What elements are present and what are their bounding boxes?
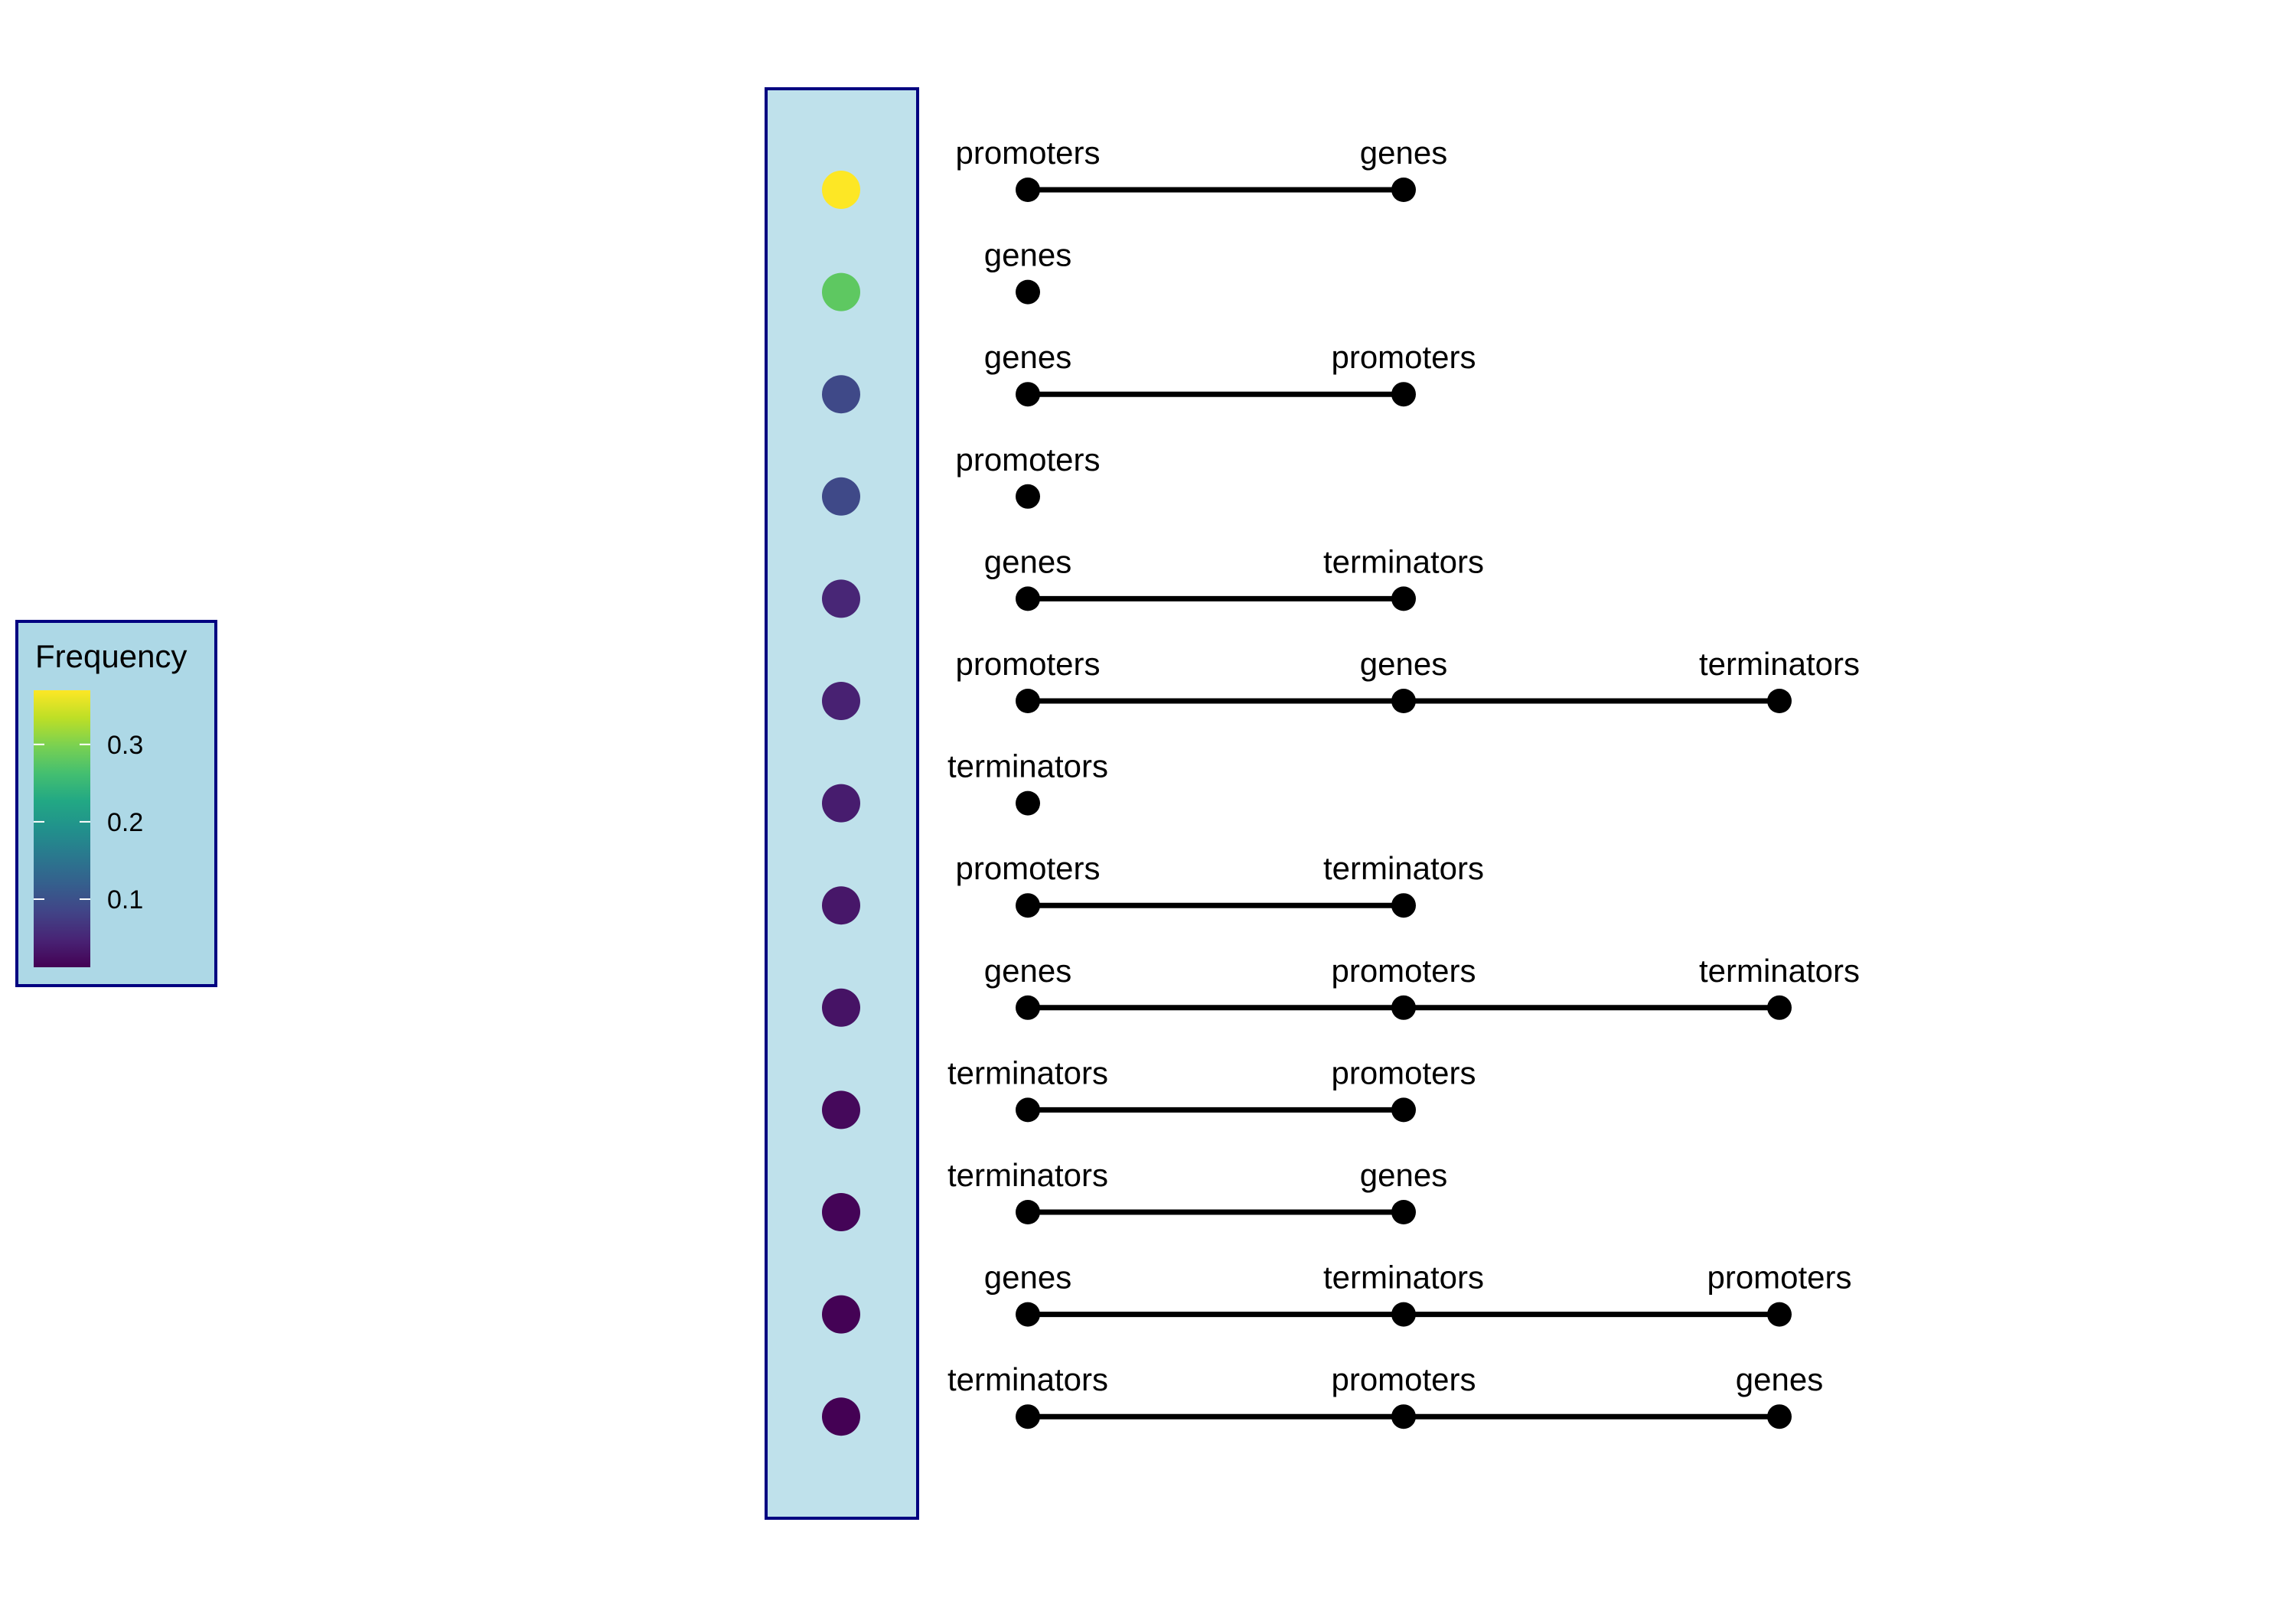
element-point: [1391, 178, 1416, 202]
legend-tick-label: 0.2: [107, 808, 143, 837]
combination-row: genes promoters: [984, 339, 1476, 407]
frequency-dot: [822, 1193, 860, 1231]
frequency-dot: [822, 784, 860, 823]
element-point: [1391, 689, 1416, 713]
combination-row: genes terminators promoters: [984, 1260, 1852, 1327]
legend-ticks: 0.1 0.2 0.3: [34, 731, 143, 914]
element-label: promoters: [1331, 339, 1476, 375]
element-label: genes: [984, 543, 1071, 579]
element-label: genes: [1360, 1157, 1447, 1193]
element-point: [1016, 178, 1040, 202]
element-point: [1016, 893, 1040, 918]
combination-row: genes terminators: [984, 543, 1484, 611]
legend-tick-label: 0.3: [107, 731, 143, 760]
element-label: promoters: [955, 442, 1100, 478]
element-label: terminators: [947, 748, 1108, 784]
combination-row: promoters genes terminators: [955, 646, 1860, 713]
element-label: terminators: [1699, 953, 1860, 989]
element-point: [1767, 1302, 1792, 1327]
legend-tick-label: 0.1: [107, 885, 143, 914]
element-point: [1016, 1404, 1040, 1429]
combination-row: terminators promoters genes: [947, 1361, 1823, 1429]
element-label: genes: [984, 1260, 1071, 1296]
element-label: terminators: [1323, 850, 1484, 886]
element-label: terminators: [1323, 543, 1484, 579]
frequency-dot: [822, 1295, 860, 1334]
element-point: [1016, 1097, 1040, 1123]
element-point: [1391, 382, 1416, 407]
element-point: [1767, 689, 1792, 713]
element-label: promoters: [955, 646, 1100, 682]
element-label: promoters: [1331, 953, 1476, 989]
element-point: [1016, 995, 1040, 1020]
element-point: [1767, 1404, 1792, 1429]
frequency-dot: [822, 272, 860, 311]
element-point: [1391, 1404, 1416, 1429]
element-point: [1767, 995, 1792, 1020]
frequency-dot: [822, 682, 860, 720]
combination-row: terminators promoters: [947, 1054, 1476, 1123]
combination-row: promoters genes: [955, 135, 1447, 202]
element-label: genes: [1360, 646, 1447, 682]
element-label: terminators: [1323, 1260, 1484, 1296]
element-point: [1391, 1200, 1416, 1224]
element-label: promoters: [955, 135, 1100, 171]
element-point: [1391, 586, 1416, 611]
element-label: promoters: [1331, 1054, 1476, 1090]
element-point: [1391, 893, 1416, 918]
element-point: [1016, 484, 1040, 509]
element-label: terminators: [947, 1054, 1108, 1090]
element-point: [1016, 689, 1040, 713]
element-point: [1016, 1302, 1040, 1327]
element-point: [1016, 382, 1040, 407]
element-label: genes: [984, 339, 1071, 375]
frequency-dots: [822, 171, 860, 1436]
element-label: promoters: [1331, 1361, 1476, 1397]
element-label: genes: [984, 953, 1071, 989]
combination-row: promoters: [955, 442, 1101, 509]
frequency-dot: [822, 579, 860, 618]
frequency-dot: [822, 1090, 860, 1129]
legend-title: Frequency: [35, 638, 187, 674]
frequency-dot: [822, 477, 860, 516]
element-point: [1016, 790, 1040, 816]
element-label: genes: [1736, 1361, 1823, 1397]
frequency-dot: [822, 886, 860, 925]
frequency-dot: [822, 988, 860, 1027]
element-label: promoters: [1707, 1260, 1851, 1296]
element-label: terminators: [947, 1157, 1108, 1193]
legend-colorbar: [34, 690, 90, 967]
element-point: [1016, 1200, 1040, 1224]
combination-row: promoters terminators: [955, 850, 1484, 918]
element-label: genes: [984, 237, 1071, 273]
frequency-dot: [822, 375, 860, 414]
combination-row: genes promoters terminators: [984, 953, 1860, 1020]
frequency-dot: [822, 171, 860, 209]
element-point: [1391, 1302, 1416, 1327]
element-point: [1391, 995, 1416, 1020]
element-label: promoters: [955, 850, 1100, 886]
element-point: [1016, 586, 1040, 611]
element-point: [1391, 1097, 1416, 1123]
combination-row: genes: [984, 237, 1071, 305]
element-label: genes: [1360, 135, 1447, 171]
frequency-dot: [822, 1397, 860, 1436]
element-label: terminators: [1699, 646, 1860, 682]
element-label: terminators: [947, 1361, 1108, 1397]
legend: Frequency 0.1 0.2 0.3: [15, 620, 217, 987]
combination-row: terminators genes: [947, 1157, 1447, 1224]
combination-row: terminators: [947, 748, 1108, 816]
element-point: [1016, 279, 1040, 305]
